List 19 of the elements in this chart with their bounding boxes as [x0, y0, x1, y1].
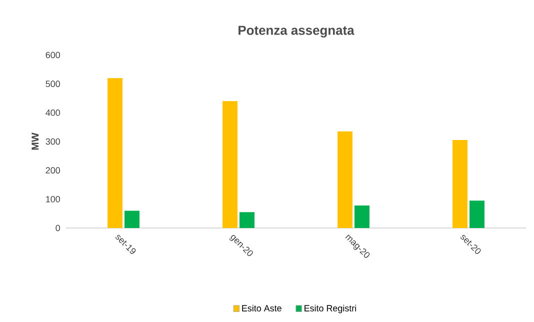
- y-tick-label: 100: [46, 196, 60, 202]
- bar: [124, 210, 140, 228]
- bar: [470, 200, 485, 228]
- bar: [108, 78, 123, 228]
- legend-label: Esito Aste: [242, 304, 282, 312]
- y-tick-label: 600: [46, 52, 60, 58]
- chart-title: Potenza assegnata: [238, 26, 354, 38]
- y-tick-label: 300: [46, 138, 60, 145]
- y-axis-title: MW: [32, 132, 39, 150]
- bar: [354, 206, 370, 228]
- bar: [452, 140, 468, 228]
- legend-label: Esito Registri: [304, 304, 356, 314]
- y-tick-label: 500: [46, 80, 60, 88]
- bar: [222, 101, 238, 228]
- y-tick-label: 0: [56, 224, 60, 232]
- bar: [338, 131, 353, 228]
- y-tick-label: 200: [46, 167, 60, 174]
- bar: [240, 212, 254, 228]
- y-tick-label: 400: [46, 109, 60, 116]
